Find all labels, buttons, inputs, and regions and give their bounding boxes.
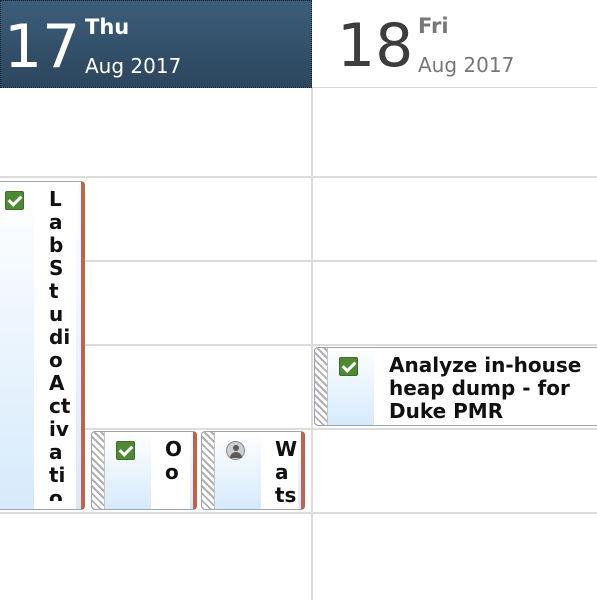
month-year-label: Aug 2017: [418, 53, 515, 77]
day-number: 17: [4, 12, 81, 82]
day-number: 18: [337, 11, 414, 81]
event-title: Analyze in-house heap dump - for Duke PM…: [389, 354, 582, 423]
event-analyze-heap-dump[interactable]: Analyze in-house heap dump - for Duke PM…: [314, 347, 597, 426]
hour-line: [0, 428, 597, 430]
check-icon: [5, 191, 24, 210]
event-title: Watso: [275, 438, 298, 509]
tentative-stripe: [202, 432, 215, 509]
event-watso[interactable]: Watso: [201, 431, 305, 510]
tentative-stripe: [92, 432, 105, 509]
hour-line: [0, 176, 597, 178]
day-header-fri[interactable]: 18 Fri Aug 2017: [312, 0, 597, 88]
weekday-label: Thu: [85, 15, 130, 39]
hour-line: [0, 260, 597, 262]
weekday-label: Fri: [418, 14, 449, 38]
check-icon: [339, 357, 358, 376]
event-oco[interactable]: O'Co: [91, 431, 197, 510]
hour-line: [0, 512, 597, 514]
hour-line: [0, 344, 597, 346]
day-divider: [311, 88, 313, 600]
check-icon: [116, 441, 135, 460]
day-header-thu[interactable]: 17 Thu Aug 2017: [0, 0, 312, 88]
month-year-label: Aug 2017: [85, 54, 182, 78]
event-title: LabStudioActivation: [49, 188, 71, 501]
event-labstudio-activation[interactable]: LabStudioActivation: [0, 181, 85, 510]
person-icon: [226, 441, 245, 460]
tentative-stripe: [315, 348, 328, 425]
calendar-grid[interactable]: [0, 88, 597, 600]
event-title: O'Co: [165, 438, 181, 484]
